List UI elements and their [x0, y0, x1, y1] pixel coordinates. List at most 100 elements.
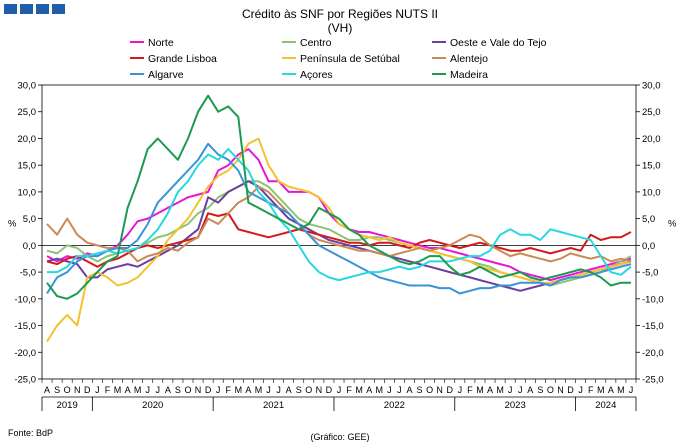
bdp-logo [4, 4, 65, 14]
x-month-label: S [175, 385, 181, 395]
x-month-label: O [305, 385, 312, 395]
y-tick-label-left: -5,0 [20, 268, 36, 279]
x-month-label: S [537, 385, 543, 395]
x-month-label: J [266, 385, 271, 395]
axes: -25,0 -25,0 -20,0 -20,0 -15,0 -15,0 -10,0 -10,0… [8, 81, 677, 411]
x-month-label: D [205, 385, 212, 395]
x-month-label: F [346, 385, 352, 395]
x-month-label: O [184, 385, 191, 395]
series-line-grande-lisboa [46, 212, 632, 268]
x-month-label: A [366, 385, 372, 395]
graphic-credit: (Gráfico: GEE) [310, 432, 369, 442]
y-tick-label-right: 30,0 [642, 81, 661, 92]
y-axis-label-left: % [8, 219, 17, 230]
y-tick-label-right: 10,0 [642, 187, 661, 198]
x-month-label: A [406, 385, 412, 395]
y-tick-label-right: -15,0 [642, 321, 664, 332]
x-month-label: J [387, 385, 392, 395]
series-line-oeste-e-vale-do-tejo [46, 180, 632, 292]
y-tick-label-left: 5,0 [23, 214, 36, 225]
y-tick-label-right: -20,0 [642, 348, 664, 359]
source-note: Fonte: BdP [8, 428, 53, 438]
x-month-label: M [376, 385, 384, 395]
legend-label-pen-nsula-de-set-bal: Península de Setúbal [300, 53, 400, 65]
x-month-label: M [476, 385, 484, 395]
legend-label-madeira: Madeira [450, 69, 488, 81]
year-label: 2024 [595, 400, 616, 411]
y-tick-label-left: -10,0 [14, 294, 36, 305]
year-label: 2019 [57, 400, 78, 411]
series-line-madeira [46, 94, 631, 300]
x-month-label: F [467, 385, 473, 395]
x-month-label: N [316, 385, 323, 395]
legend-label-alentejo: Alentejo [450, 53, 488, 65]
y-tick-label-left: 25,0 [18, 107, 37, 118]
x-month-label: N [195, 385, 202, 395]
x-month-label: J [276, 385, 281, 395]
x-month-label: M [355, 385, 363, 395]
y-tick-label-right: 25,0 [642, 107, 661, 118]
y-tick-label-left: 15,0 [18, 161, 37, 172]
x-month-label: J [337, 385, 342, 395]
x-month-label: F [226, 385, 232, 395]
legend-label-grande-lisboa: Grande Lisboa [148, 53, 217, 65]
y-tick-label-right: -25,0 [642, 375, 664, 386]
year-label: 2021 [263, 400, 284, 411]
y-axis-label-right: % [668, 219, 677, 230]
series-line-centro [46, 180, 632, 287]
x-month-label: M [597, 385, 605, 395]
x-month-label: J [156, 385, 161, 395]
y-tick-label-left: -15,0 [14, 321, 36, 332]
x-month-label: N [436, 385, 443, 395]
x-month-label: J [397, 385, 402, 395]
x-month-label: M [255, 385, 263, 395]
x-month-label: J [95, 385, 100, 395]
x-month-label: D [567, 385, 574, 395]
y-tick-label-right: 0,0 [642, 241, 655, 252]
series-line-a-ores [47, 148, 632, 282]
x-month-label: O [64, 385, 71, 395]
x-month-label: D [446, 385, 453, 395]
x-month-label: N [557, 385, 564, 395]
x-month-label: A [165, 385, 171, 395]
series-line-algarve [46, 142, 632, 295]
x-month-label: A [125, 385, 131, 395]
x-month-label: S [296, 385, 302, 395]
x-month-label: M [134, 385, 142, 395]
year-label: 2023 [505, 400, 526, 411]
x-month-label: N [74, 385, 81, 395]
y-tick-label-right: -5,0 [642, 268, 658, 279]
x-month-label: J [518, 385, 523, 395]
y-tick-label-right: 15,0 [642, 161, 661, 172]
x-month-label: A [608, 385, 614, 395]
x-month-label: J [629, 385, 634, 395]
x-month-label: S [54, 385, 60, 395]
y-tick-label-left: -25,0 [14, 375, 36, 386]
x-month-label: S [417, 385, 423, 395]
y-tick-label-left: 0,0 [23, 241, 36, 252]
y-tick-label-right: 5,0 [642, 214, 655, 225]
x-month-label: J [145, 385, 150, 395]
year-label: 2020 [142, 400, 163, 411]
x-month-label: F [588, 385, 594, 395]
series-line-alentejo [46, 185, 632, 263]
x-month-label: J [578, 385, 583, 395]
x-month-label: O [547, 385, 554, 395]
y-tick-label-left: 30,0 [18, 81, 37, 92]
series-line-pen-nsula-de-set-bal [46, 137, 632, 343]
x-month-label: A [527, 385, 533, 395]
chart-subtitle: (VH) [328, 21, 353, 35]
legend-label-a-ores: Açores [300, 69, 333, 81]
x-month-label: A [286, 385, 292, 395]
x-month-label: J [458, 385, 463, 395]
legend-label-centro: Centro [300, 37, 332, 49]
x-month-label: M [235, 385, 243, 395]
x-month-label: J [216, 385, 221, 395]
x-month-label: O [426, 385, 433, 395]
y-tick-label-right: -10,0 [642, 294, 664, 305]
y-tick-label-right: 20,0 [642, 134, 661, 145]
plot-frame [41, 84, 637, 380]
y-tick-label-left: 20,0 [18, 134, 37, 145]
y-tick-label-left: -20,0 [14, 348, 36, 359]
